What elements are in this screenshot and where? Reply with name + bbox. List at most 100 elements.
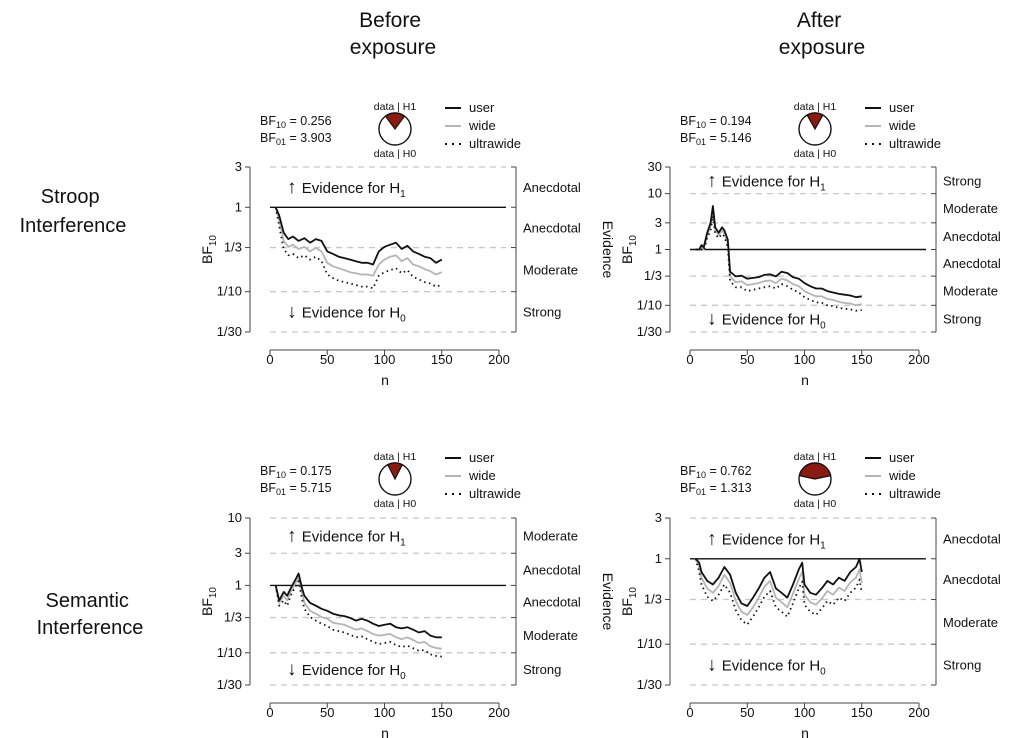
right-axis-title: Evidence <box>600 221 616 279</box>
x-tick-label: 200 <box>908 705 930 720</box>
y-tick-label: 10 <box>648 186 662 201</box>
y-axis-title: BF10 <box>619 235 639 264</box>
series-line-user <box>274 206 443 266</box>
legend-label-ultrawide: ultrawide <box>889 486 941 501</box>
evidence-for-h1: ↑ Evidence for H1 <box>287 526 406 549</box>
x-axis-title: n <box>801 372 809 388</box>
pie-label-h0: data | H0 <box>374 148 417 160</box>
evidence-for-h0: ↓ Evidence for H0 <box>707 309 826 332</box>
evidence-category-label: Strong <box>523 662 561 677</box>
evidence-for-h1: ↑ Evidence for H1 <box>707 528 826 551</box>
evidence-category-label: Anecdotal <box>943 256 1001 271</box>
evidence-category-label: Strong <box>523 305 561 320</box>
y-tick-label: 1/30 <box>637 324 662 339</box>
series-line-user <box>695 205 862 299</box>
column-title-after-line2: exposure <box>779 36 865 59</box>
evidence-category-label: Anecdotal <box>943 572 1001 587</box>
x-tick-label: 100 <box>794 352 816 367</box>
y-tick-label: 1/10 <box>217 645 242 660</box>
pie-h1-slice <box>386 462 404 481</box>
legend-label-wide: wide <box>888 468 916 483</box>
y-tick-label: 10 <box>228 510 242 525</box>
x-axis-title: n <box>801 725 809 738</box>
column-title-before-line1: Before <box>359 9 421 32</box>
y-axis-title: BF10 <box>199 587 219 616</box>
evidence-category-label: Moderate <box>943 615 998 630</box>
y-tick-label: 1/30 <box>637 677 662 692</box>
series-line-ultrawide <box>694 558 863 626</box>
y-tick-label: 3 <box>235 159 242 174</box>
evidence-for-h0: ↓ Evidence for H0 <box>287 302 406 325</box>
bf01-stat: BF01 = 1.313 <box>680 481 752 497</box>
x-tick-label: 100 <box>374 352 396 367</box>
y-tick-label: 1/3 <box>644 592 662 607</box>
x-tick-label: 150 <box>431 352 453 367</box>
x-tick-label: 0 <box>686 705 693 720</box>
evidence-category-label: Strong <box>943 173 981 188</box>
bf10-stat: BF10 = 0.762 <box>680 464 752 480</box>
pie-label-h0: data | H0 <box>794 498 837 510</box>
evidence-category-label: Anecdotal <box>523 180 581 195</box>
pie-label-h1: data | H1 <box>794 451 837 463</box>
y-tick-label: 1 <box>235 199 242 214</box>
legend-label-wide: wide <box>888 118 916 133</box>
x-tick-label: 0 <box>686 352 693 367</box>
x-tick-label: 100 <box>374 705 396 720</box>
evidence-category-label: Strong <box>943 312 981 327</box>
y-tick-label: 1 <box>655 241 662 256</box>
x-tick-label: 50 <box>740 352 754 367</box>
right-axis-title: Evidence <box>600 573 616 631</box>
y-tick-label: 1/10 <box>637 297 662 312</box>
row-title-semantic-line1: Semantic <box>46 590 129 612</box>
x-tick-label: 50 <box>320 352 334 367</box>
pie-label-h0: data | H0 <box>374 498 417 510</box>
bf01-stat: BF01 = 5.715 <box>260 481 332 497</box>
legend-label-user: user <box>469 450 495 465</box>
evidence-category-label: Moderate <box>523 628 578 643</box>
legend-label-user: user <box>889 450 915 465</box>
pie-label-h1: data | H1 <box>794 101 837 113</box>
pie-label-h0: data | H0 <box>794 148 837 160</box>
evidence-category-label: Moderate <box>943 201 998 216</box>
x-tick-label: 100 <box>794 705 816 720</box>
evidence-category-label: Moderate <box>943 284 998 299</box>
evidence-category-label: Anecdotal <box>523 220 581 235</box>
x-tick-label: 0 <box>266 352 273 367</box>
series-line-wide <box>274 576 442 650</box>
series-line-wide <box>695 210 862 307</box>
row-title-stroop-line1: Stroop <box>41 186 100 208</box>
evidence-for-h1: ↑ Evidence for H1 <box>707 170 826 193</box>
bf10-stat: BF10 = 0.194 <box>680 114 752 130</box>
series-line-wide <box>694 558 863 616</box>
x-tick-label: 200 <box>488 705 510 720</box>
column-title-before: Before exposure <box>350 9 436 59</box>
bf10-stat: BF10 = 0.256 <box>260 114 332 130</box>
evidence-category-label: Moderate <box>523 529 578 544</box>
x-tick-label: 200 <box>488 352 510 367</box>
row-title-semantic-line2: Interference <box>37 617 144 639</box>
right-axis-title: Evidence <box>1020 221 1023 279</box>
bf10-stat: BF10 = 0.175 <box>260 464 332 480</box>
evidence-category-label: Anecdotal <box>943 531 1001 546</box>
y-tick-label: 3 <box>235 545 242 560</box>
evidence-category-label: Anecdotal <box>523 562 581 577</box>
series-line-wide <box>274 207 443 277</box>
column-title-after: After exposure <box>779 9 865 59</box>
x-tick-label: 50 <box>320 705 334 720</box>
x-tick-label: 0 <box>266 705 273 720</box>
y-axis-title: BF10 <box>619 587 639 616</box>
pie-h1-slice <box>384 112 406 131</box>
evidence-for-h0: ↓ Evidence for H0 <box>287 659 406 682</box>
pie-label-h1: data | H1 <box>374 451 417 463</box>
legend-label-ultrawide: ultrawide <box>469 136 521 151</box>
x-tick-label: 150 <box>851 705 873 720</box>
y-tick-label: 1/3 <box>224 610 242 625</box>
y-axis-title: BF10 <box>199 235 219 264</box>
x-tick-label: 150 <box>851 352 873 367</box>
y-tick-label: 1/10 <box>637 636 662 651</box>
legend-label-user: user <box>469 100 495 115</box>
